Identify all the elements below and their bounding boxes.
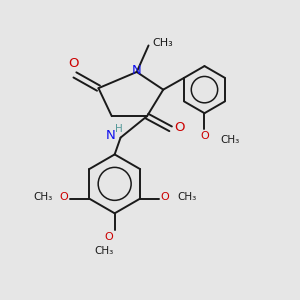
Text: N: N <box>106 129 115 142</box>
Text: O: O <box>174 121 184 134</box>
Text: CH₃: CH₃ <box>33 192 52 202</box>
Text: O: O <box>161 192 170 202</box>
Text: O: O <box>60 192 69 202</box>
Text: O: O <box>200 131 209 141</box>
Text: CH₃: CH₃ <box>94 246 113 256</box>
Text: CH₃: CH₃ <box>152 38 173 47</box>
Text: CH₃: CH₃ <box>177 192 196 202</box>
Text: O: O <box>68 57 79 70</box>
Text: H: H <box>115 124 123 134</box>
Text: CH₃: CH₃ <box>221 135 240 145</box>
Text: O: O <box>104 232 113 242</box>
Text: N: N <box>132 64 142 77</box>
